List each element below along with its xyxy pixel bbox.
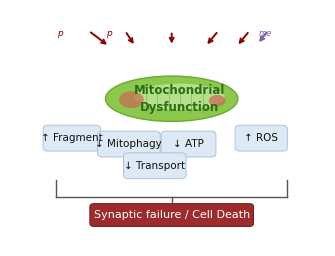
Text: ↓ Transport: ↓ Transport (124, 161, 185, 171)
Text: p: p (107, 29, 112, 38)
Text: p: p (57, 29, 63, 38)
Ellipse shape (134, 84, 224, 110)
Text: ↓ Mitophagy: ↓ Mitophagy (95, 139, 162, 149)
Text: Mitochondrial
Dysfunction: Mitochondrial Dysfunction (134, 84, 225, 114)
Text: ↑ Fragment: ↑ Fragment (41, 133, 103, 143)
FancyBboxPatch shape (124, 153, 186, 179)
Text: ↑ ROS: ↑ ROS (244, 133, 278, 143)
FancyBboxPatch shape (90, 204, 254, 226)
Ellipse shape (106, 76, 238, 121)
Text: Synaptic failure / Cell Death: Synaptic failure / Cell Death (93, 210, 250, 220)
Ellipse shape (119, 91, 144, 108)
FancyBboxPatch shape (161, 131, 216, 157)
FancyBboxPatch shape (235, 125, 287, 151)
FancyBboxPatch shape (97, 131, 160, 157)
Ellipse shape (209, 95, 225, 106)
FancyBboxPatch shape (43, 125, 100, 151)
Text: me: me (259, 29, 272, 38)
Text: ↓ ATP: ↓ ATP (173, 139, 204, 149)
